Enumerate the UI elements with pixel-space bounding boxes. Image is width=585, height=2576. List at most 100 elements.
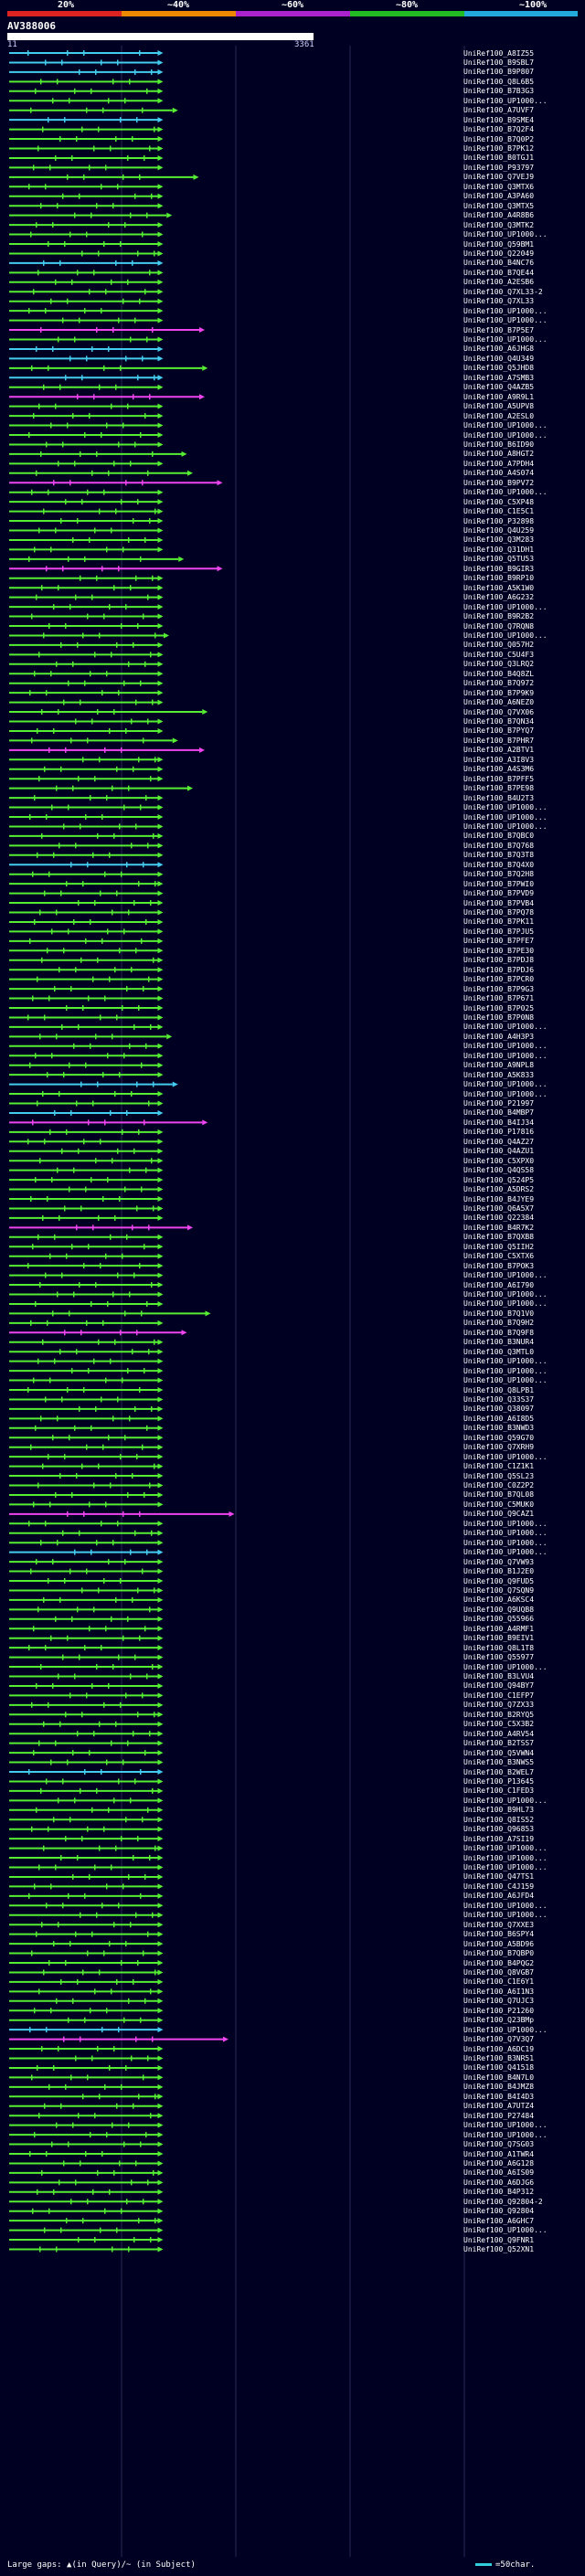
hit-name-link[interactable]: UniRef100_Q8IS52 [463,1815,535,1824]
hit-name-link[interactable]: UniRef100_Q3MTX5 [463,201,535,210]
hit-name-link[interactable]: UniRef100_P21260 [463,2006,535,2015]
hit-name-link[interactable]: UniRef100_A5UPV8 [463,402,535,411]
hit-name-link[interactable]: UniRef100_B3LVU4 [463,1672,535,1680]
hit-name-link[interactable]: UniRef100_Q59G70 [463,1433,535,1442]
hit-name-link[interactable]: UniRef100_Q7ZX33 [463,1701,535,1710]
hit-name-link[interactable]: UniRef100_B9EIV1 [463,1634,535,1643]
hit-name-link[interactable]: UniRef100_Q9UQB8 [463,1605,535,1614]
hit-name-link[interactable]: UniRef100_UP1000... [463,316,548,325]
hit-name-link[interactable]: UniRef100_Q7XXE3 [463,1920,535,1929]
hit-name-link[interactable]: UniRef100_UP1000... [463,1376,548,1385]
hit-name-link[interactable]: UniRef100_B2WEL7 [463,1767,535,1776]
hit-name-link[interactable]: UniRef100_B7QXB8 [463,1233,535,1242]
hit-name-link[interactable]: UniRef100_Q5TU53 [463,555,535,564]
hit-name-link[interactable]: UniRef100_A8HGT2 [463,450,535,459]
hit-name-link[interactable]: UniRef100_Q7V3Q7 [463,2035,535,2044]
hit-name-link[interactable]: UniRef100_Q8L6B5 [463,77,535,86]
hit-name-link[interactable]: UniRef100_Q55966 [463,1615,535,1624]
hit-name-link[interactable]: UniRef100_UP1000... [463,812,548,822]
hit-name-link[interactable]: UniRef100_Q22049 [463,249,535,258]
hit-name-link[interactable]: UniRef100_B7QBC0 [463,832,535,841]
hit-name-link[interactable]: UniRef100_P93797 [463,163,535,172]
hit-name-link[interactable]: UniRef100_C1FED3 [463,1786,535,1796]
hit-name-link[interactable]: UniRef100_UP1000... [463,1452,548,1461]
hit-name-link[interactable]: UniRef100_UP1000... [463,2226,548,2235]
hit-name-link[interactable]: UniRef100_B9HL73 [463,1806,535,1815]
hit-name-link[interactable]: UniRef100_P13645 [463,1776,535,1786]
hit-name-link[interactable]: UniRef100_A2ESL0 [463,411,535,420]
hit-name-link[interactable]: UniRef100_Q8VGB7 [463,1967,535,1977]
hit-name-link[interactable]: UniRef100_B7PHR7 [463,736,535,745]
hit-name-link[interactable]: UniRef100_P21997 [463,1099,535,1108]
hit-name-link[interactable]: UniRef100_B7PJU5 [463,927,535,936]
hit-name-link[interactable]: UniRef100_A6I790 [463,1280,535,1289]
hit-name-link[interactable]: UniRef100_B7PFE7 [463,937,535,946]
hit-name-link[interactable]: UniRef100_A5K1W0 [463,583,535,592]
hit-name-link[interactable]: UniRef100_Q5IIH2 [463,1242,535,1251]
hit-name-link[interactable]: UniRef100_Q7SQN9 [463,1585,535,1595]
hit-name-link[interactable]: UniRef100_UP1000... [463,1911,548,1920]
hit-name-link[interactable]: UniRef100_B7Q0P2 [463,134,535,143]
hit-name-link[interactable]: UniRef100_Q7XL33-2 [463,287,543,296]
hit-name-link[interactable]: UniRef100_A1TWR4 [463,2149,535,2158]
hit-name-link[interactable]: UniRef100_B3NR51 [463,2054,535,2062]
hit-name-link[interactable]: UniRef100_B9SME4 [463,115,535,124]
hit-name-link[interactable]: UniRef100_Q7SG03 [463,2140,535,2149]
hit-name-link[interactable]: UniRef100_A9R9L1 [463,392,535,401]
hit-name-link[interactable]: UniRef100_Q5JHD8 [463,364,535,373]
hit-name-link[interactable]: UniRef100_B4MBP7 [463,1108,535,1118]
hit-name-link[interactable]: UniRef100_Q7UJC3 [463,1997,535,2006]
hit-name-link[interactable]: UniRef100_B3NWS5 [463,1758,535,1767]
hit-name-link[interactable]: UniRef100_UP1000... [463,335,548,344]
hit-name-link[interactable]: UniRef100_C5X3B2 [463,1720,535,1729]
hit-name-link[interactable]: UniRef100_B7P0N8 [463,1012,535,1022]
hit-name-link[interactable]: UniRef100_A6G232 [463,593,535,602]
hit-name-link[interactable]: UniRef100_A4R8B6 [463,211,535,220]
hit-name-link[interactable]: UniRef100_B9GIR3 [463,564,535,573]
hit-name-link[interactable]: UniRef100_B7B3G3 [463,87,535,96]
hit-name-link[interactable]: UniRef100_Q47TS1 [463,1872,535,1882]
hit-name-link[interactable]: UniRef100_B7P5E7 [463,325,535,334]
hit-name-link[interactable]: UniRef100_B7QE44 [463,268,535,277]
hit-name-link[interactable]: UniRef100_UP1000... [463,306,548,315]
hit-name-link[interactable]: UniRef100_Q31DH1 [463,545,535,554]
hit-name-link[interactable]: UniRef100_A7PDH4 [463,459,535,468]
hit-name-link[interactable]: UniRef100_A5BD96 [463,1939,535,1948]
hit-name-link[interactable]: UniRef100_C1E5C1 [463,507,535,516]
hit-name-link[interactable]: UniRef100_B7Q9F8 [463,1328,535,1337]
hit-name-link[interactable]: UniRef100_A2BTV1 [463,746,535,755]
hit-name-link[interactable]: UniRef100_B1J2E0 [463,1567,535,1576]
hit-name-link[interactable]: UniRef100_UP1000... [463,1853,548,1862]
hit-name-link[interactable]: UniRef100_C5XP48 [463,497,535,506]
hit-name-link[interactable]: UniRef100_B3NWD3 [463,1424,535,1433]
hit-name-link[interactable]: UniRef100_A8IZ55 [463,48,535,58]
hit-name-link[interactable]: UniRef100_Q94BY7 [463,1681,535,1691]
hit-name-link[interactable]: UniRef100_B4NC76 [463,259,535,268]
hit-name-link[interactable]: UniRef100_B9SBL7 [463,58,535,67]
hit-name-link[interactable]: UniRef100_Q5VWN4 [463,1748,535,1757]
hit-name-link[interactable]: UniRef100_A6DC19 [463,2044,535,2053]
hit-name-link[interactable]: UniRef100_Q23BMp [463,2016,535,2025]
hit-name-link[interactable]: UniRef100_B9RP10 [463,574,535,583]
hit-name-link[interactable]: UniRef100_B2RYQ5 [463,1710,535,1719]
hit-name-link[interactable]: UniRef100_Q524P5 [463,1175,535,1184]
hit-name-link[interactable]: UniRef100_Q7VX06 [463,707,535,716]
hit-name-link[interactable]: UniRef100_Q3MTK2 [463,220,535,229]
hit-name-link[interactable]: UniRef100_B7Q1V0 [463,1309,535,1318]
hit-name-link[interactable]: UniRef100_A7UVF7 [463,106,535,115]
hit-name-link[interactable]: UniRef100_B4Q8ZL [463,669,535,678]
hit-name-link[interactable]: UniRef100_B9PV72 [463,478,535,487]
hit-name-link[interactable]: UniRef100_Q8L1T8 [463,1643,535,1652]
hit-name-link[interactable]: UniRef100_UP1000... [463,1548,548,1557]
hit-name-link[interactable]: UniRef100_A7SMB3 [463,373,535,382]
hit-name-link[interactable]: UniRef100_A4H3P3 [463,1032,535,1041]
hit-name-link[interactable]: UniRef100_B0TGJ1 [463,154,535,163]
hit-name-link[interactable]: UniRef100_Q4U259 [463,526,535,535]
hit-name-link[interactable]: UniRef100_UP1000... [463,488,548,497]
hit-name-link[interactable]: UniRef100_C5U4F3 [463,650,535,659]
hit-name-link[interactable]: UniRef100_B7QBP0 [463,1949,535,1958]
hit-name-link[interactable]: UniRef100_B7PCR0 [463,975,535,984]
hit-name-link[interactable]: UniRef100_Q7XRH9 [463,1443,535,1452]
hit-name-link[interactable]: UniRef100_B7PDJ6 [463,965,535,974]
hit-name-link[interactable]: UniRef100_C0Z2P2 [463,1481,535,1489]
